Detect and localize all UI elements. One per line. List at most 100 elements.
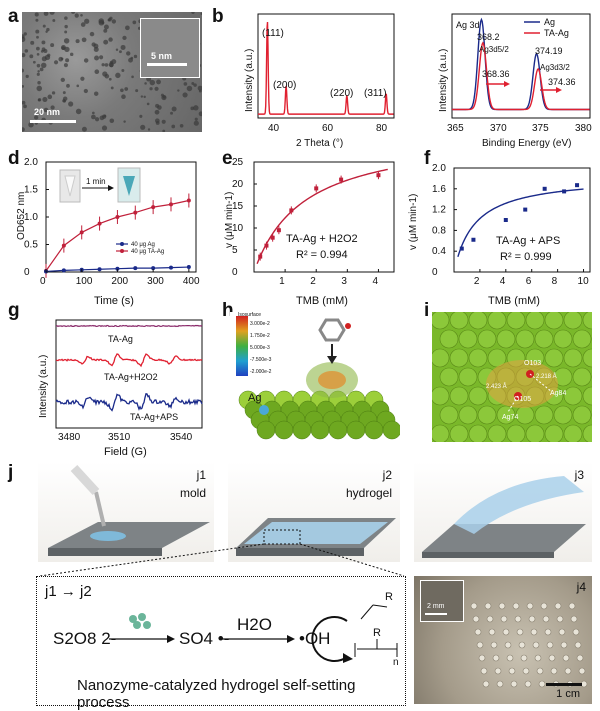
ag-surface-atom <box>563 312 583 330</box>
ag-surface-atom <box>468 424 488 442</box>
panel-i-label: i <box>424 300 430 321</box>
nanoparticle <box>115 48 119 52</box>
dft-adsorption-model: Isosurface 3.000e-2 1.750e-2 5.000e-3 -7.50… <box>230 312 400 442</box>
ag-surface-atom <box>572 367 592 387</box>
b-xtick-80: 80 <box>376 123 388 134</box>
microneedle <box>518 641 526 649</box>
microneedle <box>510 680 518 688</box>
d-ytick: 2.0 <box>24 157 38 168</box>
nanoparticle <box>83 88 88 94</box>
scheme-caption: Nanozyme-catalyzed hydrogel self-setting… <box>77 677 356 711</box>
nanoparticle <box>108 37 113 42</box>
scheme-h2o: H2O <box>237 615 272 634</box>
e-point <box>289 208 294 213</box>
peak-200: (200) <box>273 80 296 91</box>
e-point <box>314 186 319 191</box>
nanoparticle <box>98 18 105 24</box>
ag-surface-atom <box>572 405 592 425</box>
nanoparticle <box>64 16 68 20</box>
microneedle <box>516 628 524 636</box>
nanoparticle <box>120 44 126 50</box>
f-label: TA-Ag + APS <box>496 235 560 247</box>
nanoparticle <box>144 82 147 85</box>
nanoparticle <box>103 28 108 33</box>
nanoparticle <box>66 83 70 88</box>
ag-atom <box>328 420 348 440</box>
f-xtick: 10 <box>578 276 590 287</box>
microneedle <box>548 654 556 662</box>
nanoparticle <box>35 46 40 51</box>
reaction-scheme: j1 → j2 S2O8 2- SO4 •- H2O •OH R R n Nan… <box>36 576 406 711</box>
microneedle <box>540 602 548 610</box>
nanoparticle <box>47 53 51 57</box>
nanoparticle <box>30 40 35 45</box>
scheme-s2o8: S2O8 2- <box>53 629 117 648</box>
microneedle <box>568 602 576 610</box>
panel-h-label: h <box>222 300 234 321</box>
j2-hydrogel-render: j2 hydrogel <box>228 462 400 562</box>
f-xlabel: TMB (mM) <box>488 295 540 307</box>
panel-f-label: f <box>424 148 431 169</box>
microneedle <box>480 667 488 675</box>
nanoparticle <box>103 24 109 30</box>
f-point <box>575 183 580 188</box>
microneedle <box>578 667 586 675</box>
xps-ag-trace <box>452 17 590 111</box>
nanoparticle <box>36 72 40 76</box>
d-point <box>115 215 120 219</box>
nanoparticle <box>126 51 131 56</box>
nanoparticle <box>61 46 66 50</box>
microneedle <box>564 667 572 675</box>
j1-mold-render: j1 mold <box>38 462 214 562</box>
nanoparticle <box>108 77 112 81</box>
nanoparticle <box>99 55 104 60</box>
e-label: TA-Ag + H2O2 <box>286 233 358 245</box>
nanoparticle <box>41 40 46 45</box>
nanoparticle <box>94 55 100 61</box>
d-xtick: 200 <box>111 276 128 287</box>
nanoparticle <box>36 85 43 92</box>
g-xtick-3510: 3510 <box>108 432 131 443</box>
ag-atom-label: Ag <box>248 392 262 404</box>
nanoparticle <box>43 12 49 16</box>
nanoparticle <box>35 18 39 22</box>
b-xtick-40: 40 <box>268 123 280 134</box>
ag-surface-atom <box>487 424 507 442</box>
nanoparticle <box>107 18 111 22</box>
nanoparticle <box>132 20 137 25</box>
microneedle <box>538 680 546 688</box>
bond-line <box>507 395 519 413</box>
microneedle <box>536 667 544 675</box>
scheme-so4: SO4 •- <box>179 629 230 648</box>
scheme-oh: •OH <box>299 629 331 648</box>
f-ytick: 0.4 <box>432 246 446 257</box>
nanoparticle <box>43 107 49 113</box>
microneedle <box>520 654 528 662</box>
nanoparticle <box>25 74 29 79</box>
microneedle <box>492 654 500 662</box>
chart-d: 0 100 200 300 400 0 0.5 1.0 1.5 2.0 Time (s) OD65… <box>16 157 200 307</box>
nanoparticle <box>139 114 143 118</box>
ag-surface-atom <box>544 424 564 442</box>
ag-surface-atom <box>544 312 564 330</box>
nanoparticle <box>50 43 55 48</box>
g-ylabel: Intensity (a.u.) <box>38 355 49 418</box>
nanoparticle <box>111 19 117 24</box>
ag-surface-atom <box>432 424 450 442</box>
nanoparticle <box>37 70 40 73</box>
e-point <box>376 173 381 178</box>
nanoparticle <box>170 111 173 115</box>
f-ytick: 2.0 <box>432 163 446 174</box>
microneedle <box>484 602 492 610</box>
e-ytick: 20 <box>232 179 244 190</box>
panel-j-label: j <box>8 462 14 483</box>
nanoparticle <box>46 27 50 32</box>
microneedle <box>494 667 502 675</box>
nanoparticle <box>122 35 127 40</box>
ag-atom <box>256 420 276 440</box>
ag-surface-atom <box>496 329 516 349</box>
j1-label: j1 <box>196 468 206 482</box>
nanoparticle <box>143 95 146 99</box>
c-xtick-380: 380 <box>575 123 592 134</box>
ag-surface-atom <box>515 329 535 349</box>
